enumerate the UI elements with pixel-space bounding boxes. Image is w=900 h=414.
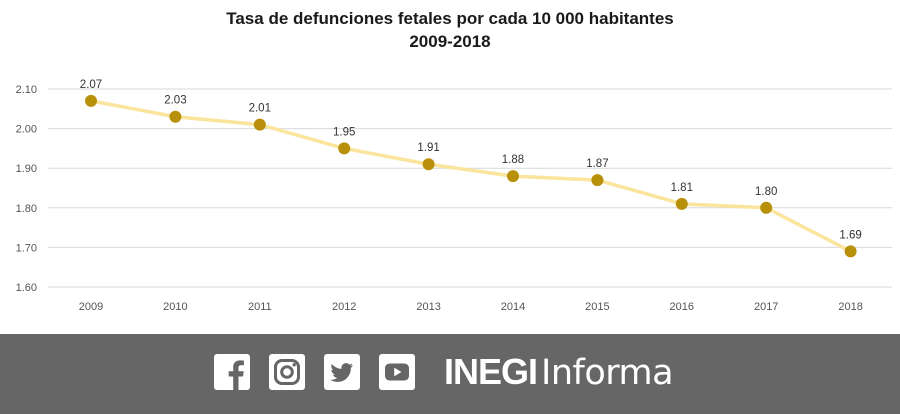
- data-label: 1.91: [417, 142, 439, 154]
- y-tick-label: 2.00: [16, 124, 37, 136]
- data-label: 1.69: [839, 229, 861, 241]
- data-label: 1.88: [502, 154, 524, 166]
- chart-subtitle: 2009-2018: [409, 32, 491, 51]
- facebook-icon[interactable]: [214, 354, 250, 390]
- y-tick-label: 1.90: [16, 163, 37, 175]
- data-point: [591, 174, 604, 187]
- x-tick-label: 2010: [163, 301, 187, 313]
- brand-inegi: INEGI: [444, 351, 538, 392]
- y-tick-label: 2.10: [16, 84, 37, 96]
- x-tick-label: 2011: [248, 301, 272, 313]
- y-tick-label: 1.60: [16, 282, 37, 294]
- footer-bar: INEGI Informa: [0, 334, 900, 414]
- y-tick-label: 1.80: [16, 203, 37, 215]
- x-tick-label: 2012: [332, 301, 356, 313]
- chart-area: Tasa de defunciones fetales por cada 10 …: [15, 9, 892, 313]
- brand-informa: Informa: [541, 353, 674, 393]
- inegi-informa-logo[interactable]: INEGI Informa: [444, 351, 674, 395]
- series-line: [89, 99, 853, 254]
- data-label: 1.80: [755, 186, 777, 198]
- twitter-icon[interactable]: [324, 354, 360, 390]
- x-tick-label: 2013: [416, 301, 440, 313]
- data-label: 2.07: [80, 79, 102, 91]
- x-tick-label: 2015: [585, 301, 609, 313]
- data-point: [338, 142, 351, 155]
- data-point: [422, 158, 435, 171]
- line-chart: 1.60 1.70 1.80 1.90 2.00 2.10 2009 2010 2011 2012…: [16, 79, 892, 313]
- x-tick-label: 2018: [838, 301, 862, 313]
- instagram-icon[interactable]: [269, 354, 305, 390]
- data-point: [85, 94, 97, 107]
- y-tick-label: 1.70: [16, 242, 37, 254]
- x-tick-label: 2009: [79, 301, 103, 313]
- youtube-icon[interactable]: [379, 354, 415, 390]
- data-label: 2.03: [164, 95, 186, 107]
- data-label: 2.01: [249, 103, 271, 115]
- data-point: [507, 170, 519, 183]
- data-label: 1.95: [333, 126, 355, 138]
- data-point: [760, 201, 773, 214]
- data-label: 1.87: [586, 158, 608, 170]
- data-point: [844, 245, 857, 258]
- x-tick-label: 2016: [670, 301, 694, 313]
- x-tick-label: 2014: [501, 301, 525, 313]
- data-point: [253, 118, 266, 131]
- chart-title: Tasa de defunciones fetales por cada 10 …: [226, 9, 674, 28]
- data-point: [169, 110, 182, 123]
- data-point: [675, 197, 688, 210]
- x-tick-label: 2017: [754, 301, 778, 313]
- data-label: 1.81: [671, 182, 693, 194]
